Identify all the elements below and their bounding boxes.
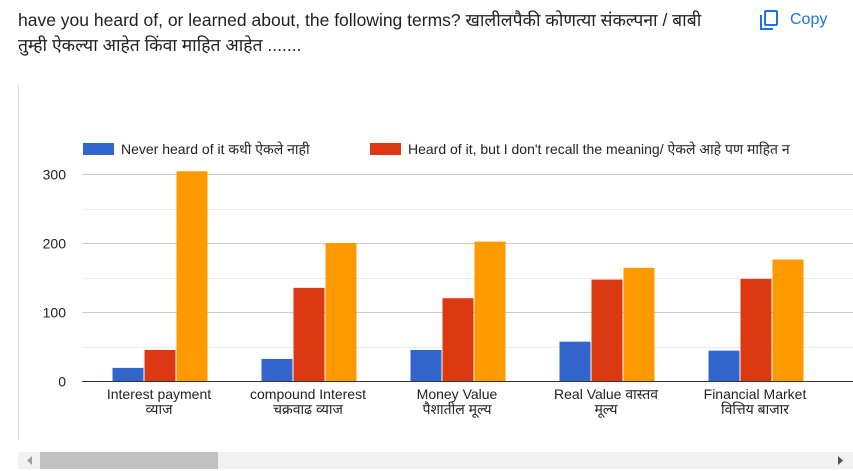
x-tick-label: व्याज — [146, 401, 174, 417]
scroll-track — [18, 452, 853, 469]
y-tick-label: 100 — [43, 305, 67, 321]
bar — [112, 367, 144, 381]
bar — [410, 349, 442, 381]
bar — [144, 349, 176, 381]
bar — [559, 341, 591, 381]
x-tick-label: compound Interest — [250, 386, 366, 402]
bar — [261, 358, 293, 381]
bar — [591, 279, 623, 381]
bar — [293, 287, 325, 381]
legend-swatch — [370, 143, 401, 155]
bar — [474, 241, 506, 381]
y-tick-label: 0 — [58, 374, 66, 390]
bar — [325, 243, 357, 381]
x-tick-label: चक्रवाढ व्याज — [273, 401, 343, 417]
legend-label: Never heard of it कधी ऐकले नाही — [121, 141, 310, 157]
x-tick-label: वित्तिय बाजार — [721, 401, 789, 417]
legend-label: Heard of it, but I don't recall the mean… — [408, 141, 790, 157]
bar — [442, 298, 474, 381]
x-tick-label: Real Value वास्तव — [554, 386, 658, 402]
x-tick-label: Money Value — [417, 386, 498, 402]
scrollbar[interactable] — [18, 452, 853, 469]
x-tick-label: मूल्य — [595, 401, 619, 418]
bar — [623, 267, 655, 381]
scroll-left[interactable] — [27, 456, 32, 465]
y-tick-label: 200 — [43, 236, 67, 252]
copy-button[interactable]: Copy — [760, 10, 827, 30]
legend-swatch — [83, 143, 114, 155]
copy-label: Copy — [790, 11, 828, 28]
scroll-thumb[interactable] — [40, 452, 218, 469]
bar — [708, 350, 740, 381]
bar — [740, 278, 772, 381]
x-tick-label: Financial Market — [704, 386, 807, 402]
bar — [176, 171, 208, 381]
copy-icon — [760, 10, 778, 30]
x-tick-label: पैशातील मूल्य — [423, 401, 493, 418]
y-tick-label: 300 — [43, 167, 67, 183]
x-tick-label: Interest payment — [107, 386, 211, 402]
scroll-right[interactable] — [838, 456, 843, 465]
bar — [772, 259, 804, 381]
question-title: have you heard of, or learned about, the… — [18, 10, 702, 55]
